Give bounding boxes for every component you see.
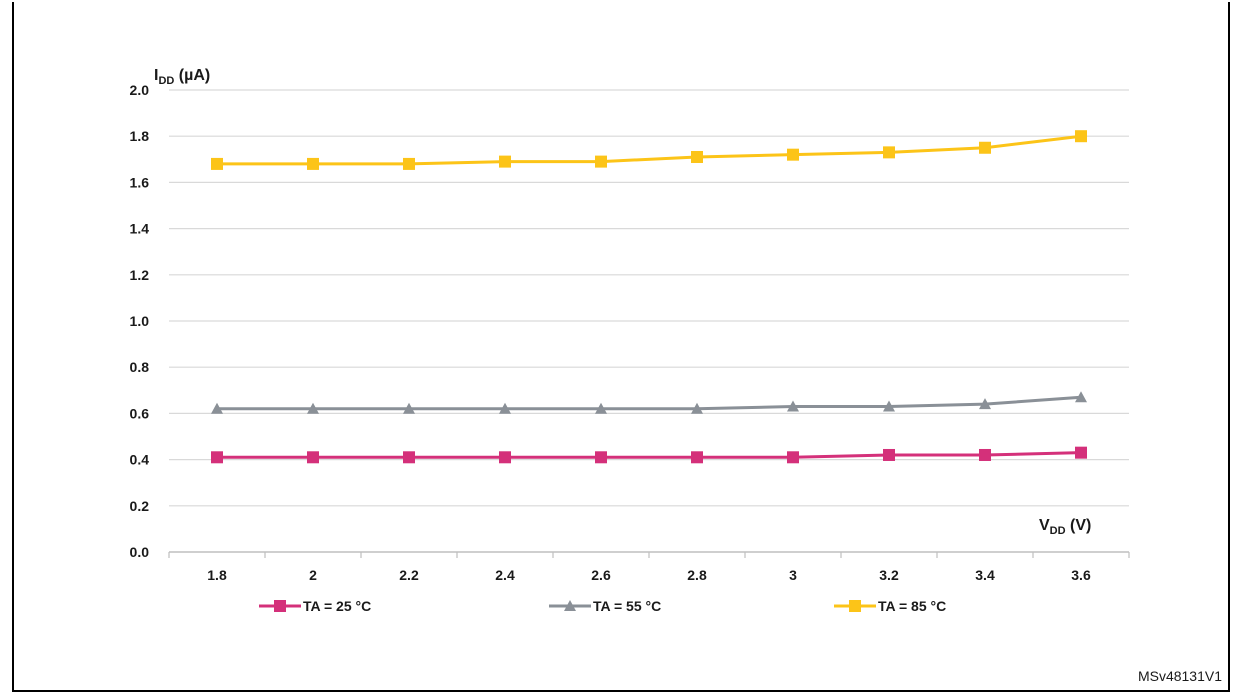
legend-item: TA = 25 °C [259, 598, 371, 614]
data-point [307, 157, 319, 170]
data-point [595, 402, 607, 414]
data-point [691, 451, 703, 464]
x-tick-label: 2 [309, 567, 317, 583]
data-point [211, 402, 223, 414]
y-tick-label: 0.6 [130, 405, 150, 421]
legend-label: TA = 85 °C [878, 598, 946, 614]
x-tick-label: 2.8 [687, 567, 707, 583]
legend-marker [849, 600, 861, 612]
data-point [595, 155, 607, 168]
data-point [787, 451, 799, 464]
data-point [403, 157, 415, 170]
legend-marker [274, 600, 286, 612]
y-tick-label: 2.0 [130, 82, 150, 98]
gridlines [169, 89, 1129, 507]
data-point [979, 448, 991, 461]
figure-id: MSv48131V1 [1137, 668, 1222, 684]
data-point [1075, 130, 1087, 143]
x-tick-labels: 1.8 2 2.2 2.4 2.6 2.8 3 3.2 3.4 3.6 [207, 567, 1091, 583]
y-tick-label: 0.4 [130, 452, 150, 468]
data-point [691, 150, 703, 163]
series-3 [211, 130, 1087, 170]
data-point [787, 148, 799, 161]
series-layer [211, 130, 1087, 464]
series-line [217, 395, 1082, 411]
y-tick-label: 0.0 [130, 544, 150, 560]
x-tick-label: 2.2 [399, 567, 419, 583]
data-point [211, 451, 223, 464]
y-tick-label: 1.4 [130, 221, 150, 237]
data-point [595, 451, 607, 464]
x-tick-label: 3.6 [1071, 567, 1091, 583]
data-point [211, 157, 223, 170]
data-point [1075, 446, 1087, 459]
x-tick-label: 2.4 [495, 567, 515, 583]
y-tick-label: 0.8 [130, 359, 150, 375]
legend-label: TA = 25 °C [303, 598, 371, 614]
legend-item: TA = 55 °C [549, 598, 661, 614]
x-tick-label: 3.4 [975, 567, 995, 583]
legend-item: TA = 85 °C [834, 598, 946, 614]
series-line [217, 451, 1082, 459]
data-point [403, 402, 415, 414]
x-tick-label: 3 [789, 567, 797, 583]
axes [168, 551, 1130, 558]
data-point [1075, 391, 1087, 403]
x-tick-label: 1.8 [207, 567, 227, 583]
data-point [883, 448, 895, 461]
y-tick-label: 1.8 [130, 128, 150, 144]
legend: TA = 25 °C TA = 55 °C TA = 85 °C [259, 598, 946, 614]
figure-frame: 0.0 0.2 0.4 0.6 0.8 1.0 1.2 1.4 1.6 1.8 2.0 1.8 2 2.… [12, 2, 1230, 692]
legend-label: TA = 55 °C [593, 598, 661, 614]
data-point [499, 451, 511, 464]
y-tick-label: 1.0 [130, 313, 150, 329]
y-tick-label: 1.6 [130, 174, 150, 190]
legend-marker [564, 600, 576, 611]
line-chart: 0.0 0.2 0.4 0.6 0.8 1.0 1.2 1.4 1.6 1.8 2.0 1.8 2 2.… [130, 67, 1130, 614]
series-1 [211, 446, 1087, 464]
y-tick-label: 0.2 [130, 498, 150, 514]
data-point [883, 146, 895, 159]
data-point [787, 400, 799, 412]
x-tick-label: 2.6 [591, 567, 611, 583]
y-axis-title: IDD (µA) [154, 67, 210, 87]
data-point [307, 402, 319, 414]
data-point [979, 141, 991, 154]
data-point [307, 451, 319, 464]
data-point [883, 400, 895, 412]
data-point [691, 402, 703, 414]
x-tick-label: 3.2 [879, 567, 899, 583]
data-point [499, 155, 511, 168]
data-point [403, 451, 415, 464]
y-tick-label: 1.2 [130, 267, 150, 283]
data-point [979, 398, 991, 410]
data-point [499, 402, 511, 414]
x-axis-title: VDD (V) [1039, 517, 1091, 537]
series-line [217, 134, 1082, 166]
y-tick-labels: 0.0 0.2 0.4 0.6 0.8 1.0 1.2 1.4 1.6 1.8 2.0 [130, 82, 150, 560]
series-2 [211, 391, 1087, 414]
